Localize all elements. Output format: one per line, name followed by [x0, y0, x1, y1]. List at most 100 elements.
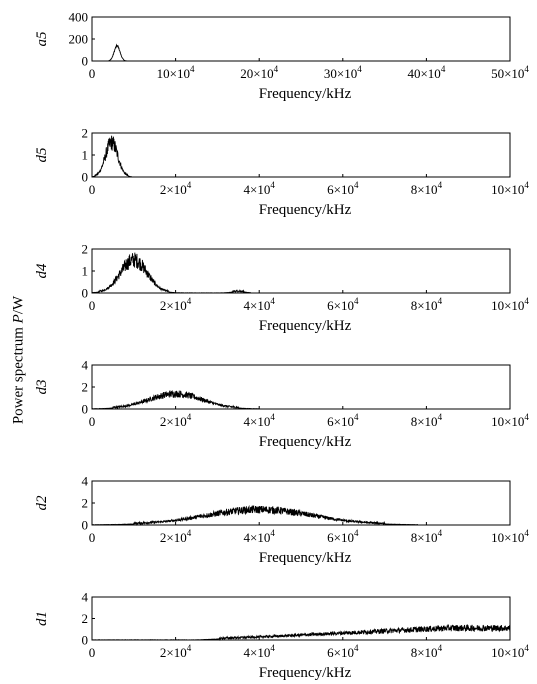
- y-tick-label-d5: 1: [82, 148, 89, 163]
- x-tick-label-d5: 8×104: [411, 180, 443, 197]
- x-tick-exponent: 4: [438, 296, 443, 306]
- plot-frame-a5: [91, 16, 511, 62]
- x-tick-label-d3: 0: [89, 414, 96, 429]
- x-axis-label-d5: Frequency/kHz: [259, 202, 352, 218]
- y-tick-label-d4: 2: [82, 242, 89, 257]
- x-tick-label-d2: 4×104: [244, 528, 276, 545]
- plot-frame-d2: [91, 480, 511, 526]
- panel-name-d5: d5: [34, 147, 50, 163]
- y-tick-label-d4: 1: [82, 264, 89, 279]
- x-tick-label-d1: 8×104: [411, 643, 443, 660]
- x-tick-label-d5: 6×104: [327, 180, 359, 197]
- x-tick-label-a5: 20×104: [240, 64, 278, 81]
- x-axis-label-d3: Frequency/kHz: [259, 434, 352, 450]
- x-tick-label-a5: 30×104: [324, 64, 362, 81]
- panel-name-a5: a5: [34, 31, 50, 47]
- panel-name-d3: d3: [34, 380, 50, 395]
- x-tick-label-a5: 50×104: [491, 64, 529, 81]
- x-tick-label-d2: 2×104: [160, 528, 192, 545]
- x-tick-exponent: 4: [270, 412, 275, 422]
- panel-name-d2: d2: [34, 495, 50, 511]
- x-tick-label-d4: 8×104: [411, 296, 443, 313]
- x-tick-exponent: 4: [524, 528, 529, 538]
- x-tick-label-d4: 4×104: [244, 296, 276, 313]
- x-tick-label-d1: 2×104: [160, 643, 192, 660]
- x-tick-label-d1: 10×104: [491, 643, 529, 660]
- x-tick-label-d5: 0: [89, 182, 96, 197]
- panel-d5: 0 2×104 4×104 6×104 8×104 10×104 0 1 2 d5 Frequenc…: [34, 126, 529, 219]
- x-tick-label-d2: 6×104: [327, 528, 359, 545]
- panel-d2: 0 2×104 4×104 6×104 8×104 10×104 0 2 4 d2 Frequenc…: [34, 474, 529, 567]
- x-tick-exponent: 4: [441, 64, 446, 74]
- y-tick-label-d5: 0: [82, 170, 89, 185]
- x-tick-label-d4: 0: [89, 298, 96, 313]
- panel-name-d4: d4: [34, 263, 50, 279]
- x-tick-label-d4: 10×104: [491, 296, 529, 313]
- y-tick-label-d1: 2: [82, 611, 89, 626]
- x-tick-exponent: 4: [187, 528, 192, 538]
- plot-frame-d5: [91, 132, 511, 178]
- panel-d3: 0 2×104 4×104 6×104 8×104 10×104 0 2 4 d3 Frequenc…: [34, 358, 529, 451]
- x-axis-label-d1: Frequency/kHz: [259, 665, 352, 681]
- x-tick-label-d3: 4×104: [244, 412, 276, 429]
- spectrum-trace-d1: [91, 623, 511, 642]
- x-tick-exponent: 4: [187, 180, 192, 190]
- x-tick-label-d2: 0: [89, 530, 96, 545]
- x-tick-exponent: 4: [190, 64, 195, 74]
- x-tick-label-d5: 10×104: [491, 180, 529, 197]
- spectrum-trace-d3: [91, 389, 260, 410]
- x-tick-exponent: 4: [187, 643, 192, 653]
- x-tick-exponent: 4: [357, 64, 362, 74]
- spectrum-trace-d5: [91, 135, 132, 178]
- x-tick-exponent: 4: [524, 64, 529, 74]
- x-tick-exponent: 4: [274, 64, 279, 74]
- x-tick-label-d3: 10×104: [491, 412, 529, 429]
- x-tick-exponent: 4: [270, 296, 275, 306]
- x-tick-exponent: 4: [270, 528, 275, 538]
- panel-a5: 0 10×104 20×104 30×104 40×104 50×104 0 200 400 a5…: [34, 10, 529, 103]
- panel-d1: 0 2×104 4×104 6×104 8×104 10×104 0 2 4 d1 Frequenc…: [34, 590, 529, 682]
- spectrum-trace-a5: [91, 43, 134, 62]
- x-tick-exponent: 4: [438, 412, 443, 422]
- x-tick-label-d2: 10×104: [491, 528, 529, 545]
- panel-d4: 0 2×104 4×104 6×104 8×104 10×104 0 1 2 d4 Frequenc…: [34, 242, 529, 335]
- x-tick-exponent: 4: [438, 528, 443, 538]
- x-tick-exponent: 4: [524, 643, 529, 653]
- y-tick-label-d4: 0: [82, 286, 89, 301]
- plot-frame-d3: [91, 364, 511, 410]
- y-tick-label-a5: 0: [82, 54, 89, 69]
- y-tick-label-d5: 2: [82, 126, 89, 141]
- x-tick-exponent: 4: [270, 180, 275, 190]
- y-tick-label-d2: 4: [82, 474, 89, 489]
- x-tick-exponent: 4: [438, 643, 443, 653]
- x-tick-exponent: 4: [354, 296, 359, 306]
- x-tick-exponent: 4: [354, 643, 359, 653]
- x-tick-label-d1: 6×104: [327, 643, 359, 660]
- x-tick-exponent: 4: [354, 528, 359, 538]
- x-tick-label-a5: 10×104: [157, 64, 195, 81]
- x-tick-exponent: 4: [270, 643, 275, 653]
- spectrum-trace-d2: [91, 504, 419, 526]
- x-tick-label-d4: 6×104: [327, 296, 359, 313]
- x-tick-exponent: 4: [524, 180, 529, 190]
- y-tick-label-d2: 0: [82, 518, 89, 533]
- x-axis-label-d4: Frequency/kHz: [259, 318, 352, 334]
- x-tick-exponent: 4: [354, 412, 359, 422]
- x-tick-label-d3: 2×104: [160, 412, 192, 429]
- x-tick-exponent: 4: [524, 412, 529, 422]
- x-tick-label-d5: 2×104: [160, 180, 192, 197]
- y-tick-label-a5: 200: [69, 32, 89, 47]
- y-tick-label-d1: 4: [82, 590, 89, 605]
- y-tick-label-d2: 2: [82, 496, 89, 511]
- x-tick-exponent: 4: [187, 296, 192, 306]
- x-tick-label-d2: 8×104: [411, 528, 443, 545]
- x-tick-label-d3: 6×104: [327, 412, 359, 429]
- x-tick-label-a5: 40×104: [407, 64, 445, 81]
- x-tick-label-d1: 0: [89, 645, 96, 660]
- x-tick-label-a5: 0: [89, 66, 96, 81]
- x-tick-exponent: 4: [524, 296, 529, 306]
- x-tick-label-d3: 8×104: [411, 412, 443, 429]
- plot-frame-d1: [91, 596, 511, 641]
- x-tick-label-d4: 2×104: [160, 296, 192, 313]
- y-tick-label-d1: 0: [82, 633, 89, 648]
